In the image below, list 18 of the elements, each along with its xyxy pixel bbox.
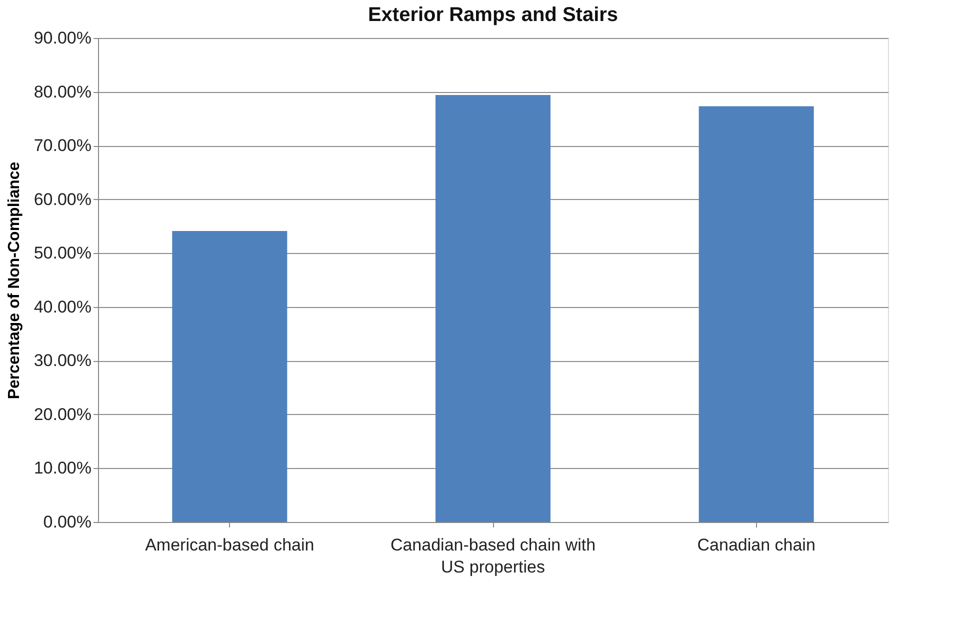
x-tick-label: American-based chain: [145, 536, 314, 554]
y-tick-label: 80.00%: [34, 82, 92, 102]
bar: [698, 106, 814, 522]
y-tick-label: 60.00%: [34, 190, 92, 209]
y-tick-label: 0.00%: [43, 512, 92, 532]
x-tick-label: Canadian-based chain with US properties: [390, 536, 596, 576]
y-tick-label: 50.00%: [34, 244, 92, 263]
x-tick-label: Canadian chain: [697, 536, 816, 554]
bar: [436, 95, 550, 522]
bar: [172, 231, 288, 522]
y-tick-label: 70.00%: [34, 136, 92, 156]
y-tick-label: 90.00%: [34, 28, 92, 48]
y-tick-label: 30.00%: [34, 351, 92, 370]
chart-title: Exterior Ramps and Stairs: [368, 4, 618, 26]
y-tick-label: 40.00%: [34, 297, 92, 316]
y-axis-title: Percentage of Non-Compliance: [6, 162, 23, 400]
y-tick-label: 20.00%: [34, 404, 92, 424]
y-tick-label: 10.00%: [34, 458, 92, 478]
